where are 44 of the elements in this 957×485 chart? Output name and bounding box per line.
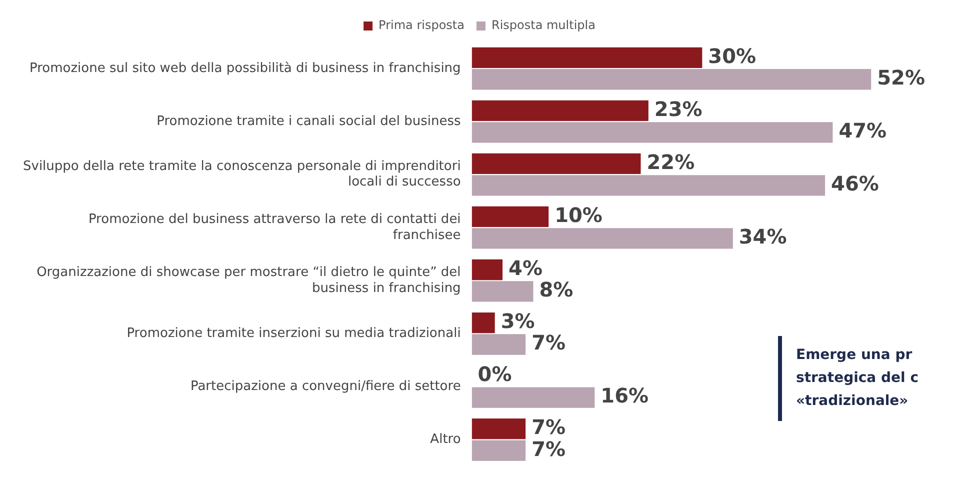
bar — [472, 440, 526, 461]
y-tick-label: Promozione tramite inserzioni su media tradizionali — [126, 326, 461, 342]
bar — [472, 312, 495, 334]
bar — [472, 228, 733, 249]
data-label: 52% — [877, 66, 925, 90]
bar — [472, 387, 595, 408]
annotation: Emerge una pr — [796, 346, 914, 365]
bar — [472, 175, 826, 196]
data-label: 0% — [478, 362, 512, 386]
bar — [472, 418, 526, 440]
annotation: «tradizionale» — [796, 392, 910, 411]
bar — [472, 100, 648, 121]
y-tick-label: Altro — [430, 432, 461, 448]
legend-label: Risposta multipla — [491, 18, 596, 32]
y-tick-label: Partecipazione a convegni/fiere di settore — [190, 379, 461, 394]
bar — [472, 153, 641, 174]
y-tick-label: Promozione del business attraverso la rete di contatti dei franchisee — [88, 212, 461, 243]
data-label: 22% — [646, 150, 695, 174]
bar — [472, 122, 833, 143]
data-label: 23% — [654, 96, 702, 121]
bar — [472, 334, 526, 355]
data-label: 7% — [532, 330, 566, 355]
data-label: 47% — [838, 118, 887, 143]
legend-label: Prima risposta — [378, 18, 464, 32]
data-label: 7% — [532, 436, 566, 461]
data-label: 16% — [600, 384, 649, 408]
bar — [472, 281, 534, 302]
annotation: strategica del c — [796, 369, 918, 388]
data-label: 8% — [539, 278, 574, 302]
y-tick-label: Promozione tramite i canali social del business — [156, 114, 462, 129]
data-label: 3% — [500, 308, 535, 333]
data-label: 34% — [738, 224, 787, 249]
data-label: 10% — [554, 202, 602, 227]
bar — [472, 69, 872, 90]
data-label: 46% — [831, 172, 879, 196]
bar — [472, 47, 702, 68]
data-label: 30% — [708, 44, 756, 68]
y-tick-label: Organizzazione di showcase per mostrare “il dietro le quinte” del business in franchising — [36, 265, 461, 296]
bar — [472, 206, 549, 228]
data-label: 7% — [532, 415, 566, 440]
y-tick-label: Promozione sul sito web della possibilità di business in franchising — [29, 60, 461, 76]
data-label: 4% — [508, 256, 542, 280]
bar — [472, 259, 503, 280]
y-tick-label: Sviluppo della rete tramite la conoscenza personale di imprenditori locali di successo — [23, 159, 461, 190]
